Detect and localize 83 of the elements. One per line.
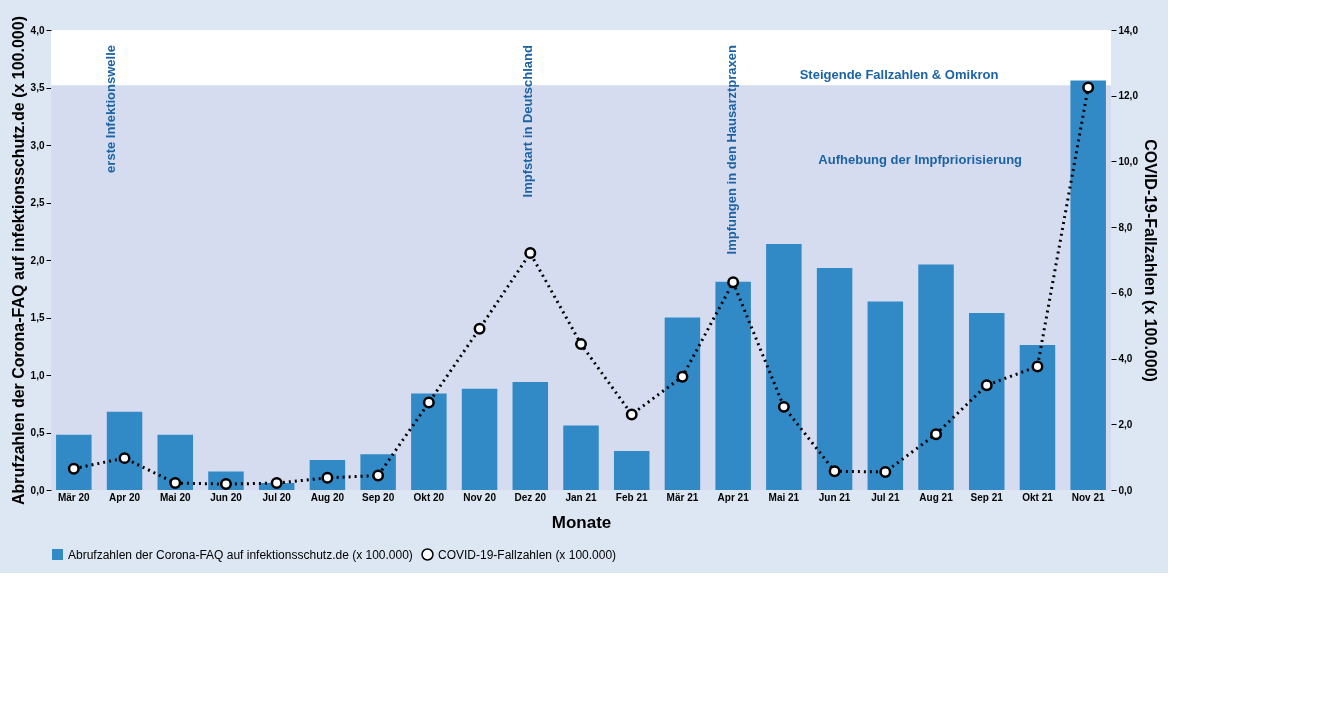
x-tick-label: Jun 21 [818, 491, 851, 503]
bar [512, 381, 549, 490]
point [879, 465, 892, 478]
bar [157, 434, 194, 490]
x-tick-label: Okt 20 [413, 491, 445, 503]
x-tick-label: Apr 20 [108, 491, 141, 503]
y2-tick-label: 4,0 [1118, 353, 1133, 365]
point [1031, 360, 1044, 373]
y2-tick-label: 12,0 [1118, 90, 1139, 102]
y-tick-label: 4,0 [30, 24, 45, 36]
legend-label: Abrufzahlen der Corona-FAQ auf infektionsschutz.de (x 100.000) [68, 547, 413, 562]
bar [1019, 345, 1056, 490]
point [1082, 81, 1095, 94]
bar [816, 268, 853, 490]
x-tick-label: Sep 21 [970, 491, 1004, 503]
point [777, 400, 790, 413]
x-tick-label: Jul 20 [262, 491, 292, 503]
y-tick-label: 3,0 [30, 139, 45, 151]
x-tick-label: Nov 21 [1071, 491, 1106, 503]
annotation: Aufhebung der Impfpriorisierung [818, 152, 1023, 167]
x-tick-label: Nov 20 [463, 491, 497, 503]
x-tick-label: Dez 20 [514, 491, 547, 503]
point [828, 465, 841, 478]
bar [867, 301, 904, 490]
bar [106, 411, 143, 490]
legend-label: COVID-19-Fallzahlen (x 100.000) [438, 547, 617, 562]
annotation: Steigende Fallzahlen & Omikron [799, 67, 999, 82]
point [270, 477, 283, 490]
point [67, 462, 80, 475]
x-tick-label: Jul 21 [871, 491, 900, 503]
annotation: erste Infektionswelle [103, 45, 119, 173]
y2-tick-label: 10,0 [1118, 155, 1139, 167]
y-tick-label: 0,5 [30, 427, 45, 438]
point [625, 408, 638, 421]
x-tick-label: Sep 20 [362, 491, 395, 503]
point [422, 396, 435, 409]
bar [968, 312, 1005, 490]
annotation: Impfstart in Deutschland [520, 44, 535, 198]
y-tick-label: 0,0 [30, 484, 45, 496]
x-axis-title: Monate [551, 512, 612, 532]
bar [1070, 80, 1106, 490]
bar [766, 243, 802, 490]
point [980, 379, 993, 392]
x-tick-label: Mär 21 [666, 491, 699, 503]
x-tick-label: Jan 21 [565, 491, 597, 503]
point [727, 276, 740, 289]
y-tick-label: 2,0 [30, 254, 45, 266]
bar [918, 264, 954, 490]
x-tick-label: Aug 20 [310, 491, 345, 503]
point [169, 477, 182, 490]
y2-axis-title: COVID-19-Fallzahlen (x 100.000) [1141, 139, 1159, 382]
point [575, 338, 587, 351]
bar [56, 434, 92, 490]
y-axis-title: Abrufzahlen der Corona-FAQ auf infektionsschutz.de (x 100.000) [9, 16, 27, 505]
y-tick-label: 3,5 [30, 82, 45, 93]
y-tick-label: 1,0 [30, 369, 45, 381]
x-tick-label: Okt 21 [1022, 491, 1054, 503]
y2-tick-label: 8,0 [1118, 221, 1133, 233]
bar [613, 450, 650, 490]
x-tick-label: Mär 20 [57, 491, 91, 503]
x-tick-label: Feb 21 [615, 491, 648, 503]
bar [461, 388, 498, 490]
y2-tick-label: 6,0 [1118, 287, 1133, 299]
point [118, 452, 131, 465]
point [930, 428, 943, 441]
bar [715, 281, 751, 490]
annotation: Impfungen in den Hausarztpraxen [723, 44, 739, 255]
bar [411, 393, 447, 490]
point [524, 247, 537, 260]
x-tick-label: Mai 20 [159, 491, 191, 503]
y2-tick-label: 0,0 [1118, 484, 1133, 496]
x-tick-label: Aug 21 [919, 491, 954, 503]
y2-tick-label: 2,0 [1118, 418, 1133, 430]
x-tick-label: Apr 21 [717, 491, 750, 503]
x-tick-label: Mai 21 [768, 491, 800, 503]
x-tick-label: Jun 20 [210, 491, 243, 503]
y-tick-label: 1,5 [30, 312, 45, 323]
bar [563, 425, 599, 490]
point [473, 322, 486, 335]
y-tick-label: 2,5 [30, 197, 45, 208]
bar [664, 317, 701, 490]
point [676, 370, 689, 383]
y2-tick-label: 14,0 [1118, 24, 1139, 36]
